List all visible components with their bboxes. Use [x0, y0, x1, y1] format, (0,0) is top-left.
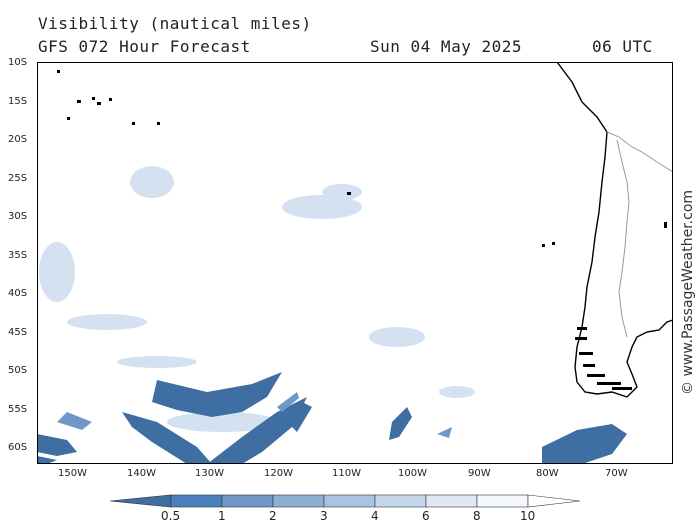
lon-label: 80W	[536, 468, 559, 479]
south-america-land	[556, 62, 673, 398]
lon-label: 70W	[605, 468, 628, 479]
credit-text: © www.PassageWeather.com	[680, 190, 696, 395]
legend-label: 1	[218, 509, 226, 523]
legend-label: 0.5	[161, 509, 181, 523]
visibility-map	[37, 62, 673, 464]
legend-label: 2	[269, 509, 277, 523]
lat-label: 15S	[8, 96, 28, 107]
legend-label: 6	[422, 509, 430, 523]
forecast-time: 06 UTC	[592, 37, 653, 56]
lon-label: 130W	[195, 468, 224, 479]
credit-watermark: © www.PassageWeather.com	[680, 190, 696, 395]
lat-label: 55S	[8, 404, 28, 415]
lon-label: 140W	[127, 468, 156, 479]
lat-label: 50S	[8, 365, 28, 376]
lat-label: 45S	[8, 327, 28, 338]
legend-label: 3	[320, 509, 328, 523]
lon-label: 110W	[332, 468, 361, 479]
map-title: Visibility (nautical miles)	[38, 14, 312, 33]
lat-label: 10S	[8, 57, 28, 68]
dense-fog-patches	[37, 372, 627, 464]
national-borders	[606, 131, 673, 338]
light-fog-patches	[39, 92, 630, 432]
legend-swatch	[476, 494, 529, 508]
chile-archipelago	[575, 327, 632, 390]
lon-label: 100W	[398, 468, 427, 479]
legend-label: 8	[473, 509, 481, 523]
legend-right-arrow	[527, 494, 581, 508]
pacific-islands	[57, 70, 667, 247]
lon-label: 90W	[468, 468, 491, 479]
lat-label: 35S	[8, 250, 28, 261]
legend-left-arrow	[110, 494, 172, 508]
lat-label: 30S	[8, 211, 28, 222]
legend-swatch	[272, 494, 325, 508]
legend-swatch	[425, 494, 478, 508]
legend-swatch	[323, 494, 376, 508]
lon-label: 150W	[58, 468, 87, 479]
visibility-legend	[110, 494, 581, 508]
lat-label: 40S	[8, 288, 28, 299]
legend-swatch	[374, 494, 427, 508]
legend-swatch	[170, 494, 223, 508]
forecast-date: Sun 04 May 2025	[370, 37, 522, 56]
legend-swatch	[221, 494, 274, 508]
forecast-subtitle: GFS 072 Hour Forecast	[38, 37, 251, 56]
lon-label: 120W	[264, 468, 293, 479]
lat-label: 60S	[8, 442, 28, 453]
lat-label: 25S	[8, 173, 28, 184]
legend-label: 10	[520, 509, 536, 523]
legend-label: 4	[371, 509, 379, 523]
lat-label: 20S	[8, 134, 28, 145]
